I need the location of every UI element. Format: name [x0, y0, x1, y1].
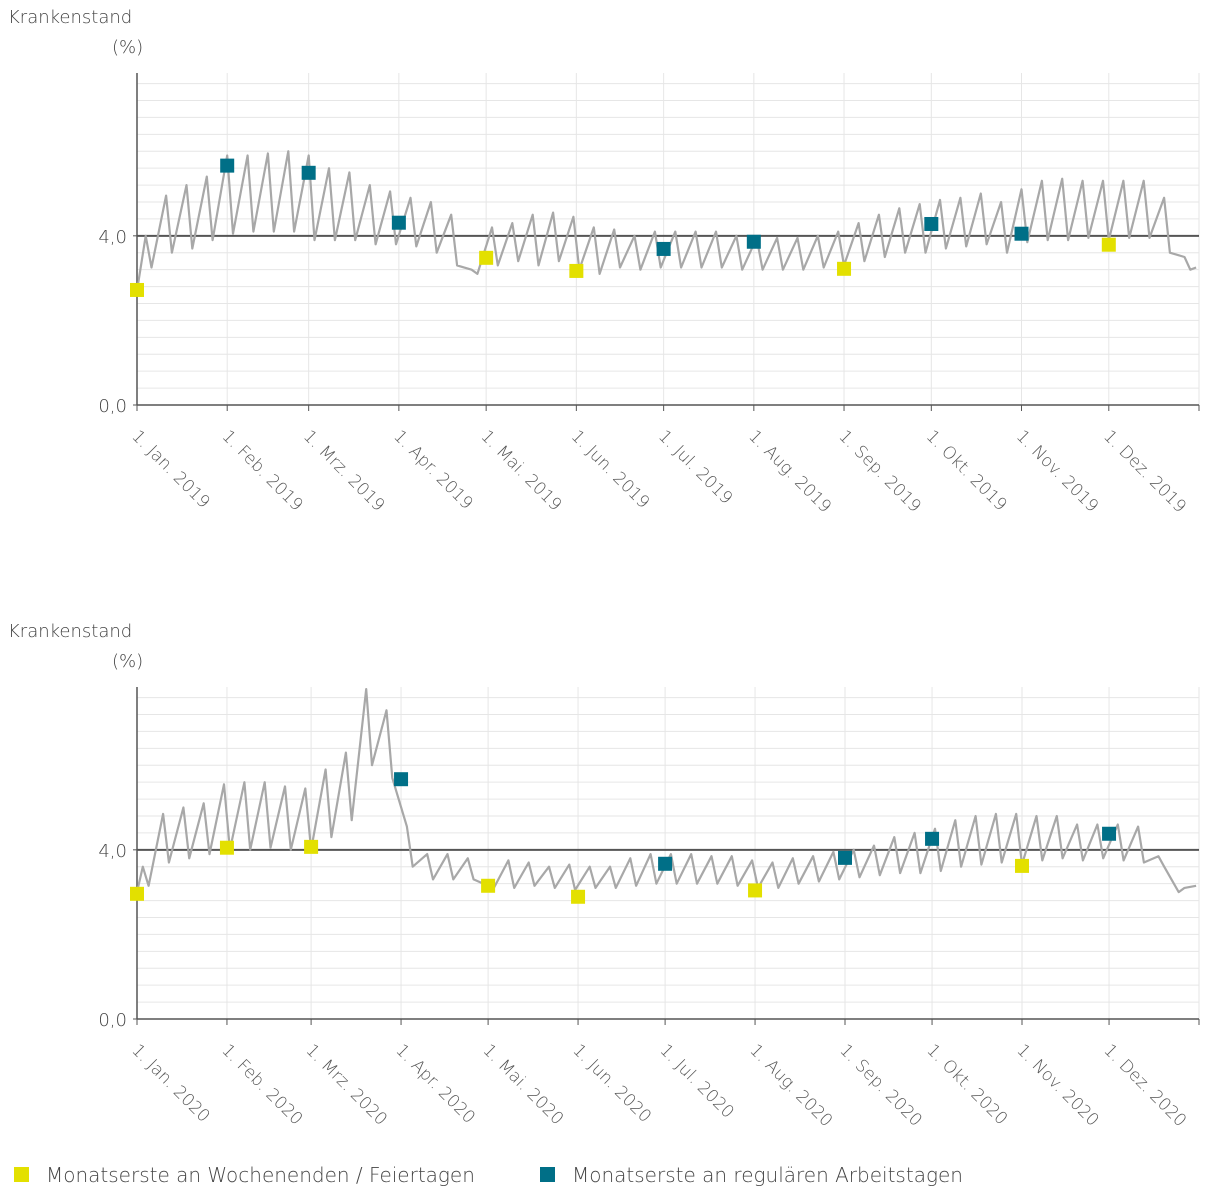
- y-tick-label: 0,0: [98, 1010, 127, 1031]
- x-tick-label: 1. Apr. 2020: [392, 1040, 479, 1127]
- marker: [569, 263, 584, 278]
- x-tick-label: 1. Okt. 2019: [922, 426, 1011, 515]
- marker: [481, 878, 496, 893]
- y-axis-title: Krankenstand: [8, 621, 132, 642]
- x-tick-label: 1. Nov. 2020: [1012, 1040, 1102, 1130]
- legend-swatch: [14, 1167, 29, 1182]
- marker: [1101, 237, 1116, 252]
- x-tick-label: 1. Mrz. 2020: [302, 1040, 391, 1129]
- marker: [219, 840, 234, 855]
- marker: [130, 886, 144, 901]
- marker: [1014, 226, 1029, 241]
- legend-label: Monatserste an regulären Arbeitstagen: [572, 1163, 963, 1187]
- x-tick-label: 1. Dez. 2020: [1100, 1040, 1191, 1131]
- y-axis-unit: (%): [112, 37, 143, 58]
- marker: [571, 889, 586, 904]
- x-tick-label: 1. Mai. 2020: [479, 1040, 568, 1129]
- x-tick-label: 1. Sep. 2019: [834, 426, 924, 516]
- x-tick-label: 1. Mai. 2019: [477, 426, 566, 515]
- x-tick-label: 1. Jan. 2019: [127, 426, 213, 512]
- marker: [924, 216, 939, 231]
- legend-label: Monatserste an Wochenenden / Feiertagen: [46, 1163, 475, 1187]
- marker: [394, 772, 409, 787]
- marker: [220, 158, 235, 173]
- x-tick-label: 1. Jun. 2020: [569, 1040, 655, 1126]
- y-tick-label: 0,0: [98, 396, 127, 417]
- x-tick-label: 1. Nov. 2019: [1012, 426, 1102, 516]
- marker: [925, 831, 940, 846]
- x-tick-label: 1. Feb. 2019: [218, 426, 307, 515]
- x-tick-label: 1. Aug. 2019: [744, 426, 835, 517]
- x-tick-label: 1. Mrz. 2019: [299, 426, 388, 515]
- x-tick-label: 1. Okt. 2020: [923, 1040, 1012, 1129]
- x-tick-label: 1. Apr. 2019: [389, 426, 476, 513]
- marker: [656, 241, 671, 256]
- marker: [301, 165, 316, 180]
- marker: [838, 850, 852, 865]
- x-tick-label: 1. Dez. 2019: [1099, 426, 1190, 517]
- marker: [130, 282, 144, 297]
- x-tick-label: 1. Jul. 2019: [654, 426, 736, 508]
- marker: [837, 261, 852, 276]
- x-tick-label: 1. Aug. 2020: [746, 1040, 837, 1131]
- y-tick-label: 4,0: [98, 841, 127, 862]
- x-tick-label: 1. Sep. 2020: [835, 1040, 925, 1130]
- marker: [1015, 858, 1029, 873]
- marker: [658, 856, 673, 871]
- x-tick-label: 1. Jul. 2020: [656, 1040, 738, 1122]
- legend-swatch: [540, 1167, 555, 1182]
- y-axis-title: Krankenstand: [8, 7, 132, 28]
- marker: [391, 215, 406, 230]
- marker: [1102, 826, 1117, 841]
- y-axis-unit: (%): [112, 651, 143, 672]
- marker: [748, 883, 763, 898]
- x-tick-label: 1. Feb. 2020: [217, 1040, 306, 1129]
- x-tick-label: 1. Jan. 2020: [127, 1040, 213, 1126]
- y-tick-label: 4,0: [98, 227, 127, 248]
- x-tick-label: 1. Jun. 2019: [567, 426, 653, 512]
- marker: [304, 839, 319, 854]
- marker: [479, 250, 494, 265]
- marker: [746, 234, 761, 249]
